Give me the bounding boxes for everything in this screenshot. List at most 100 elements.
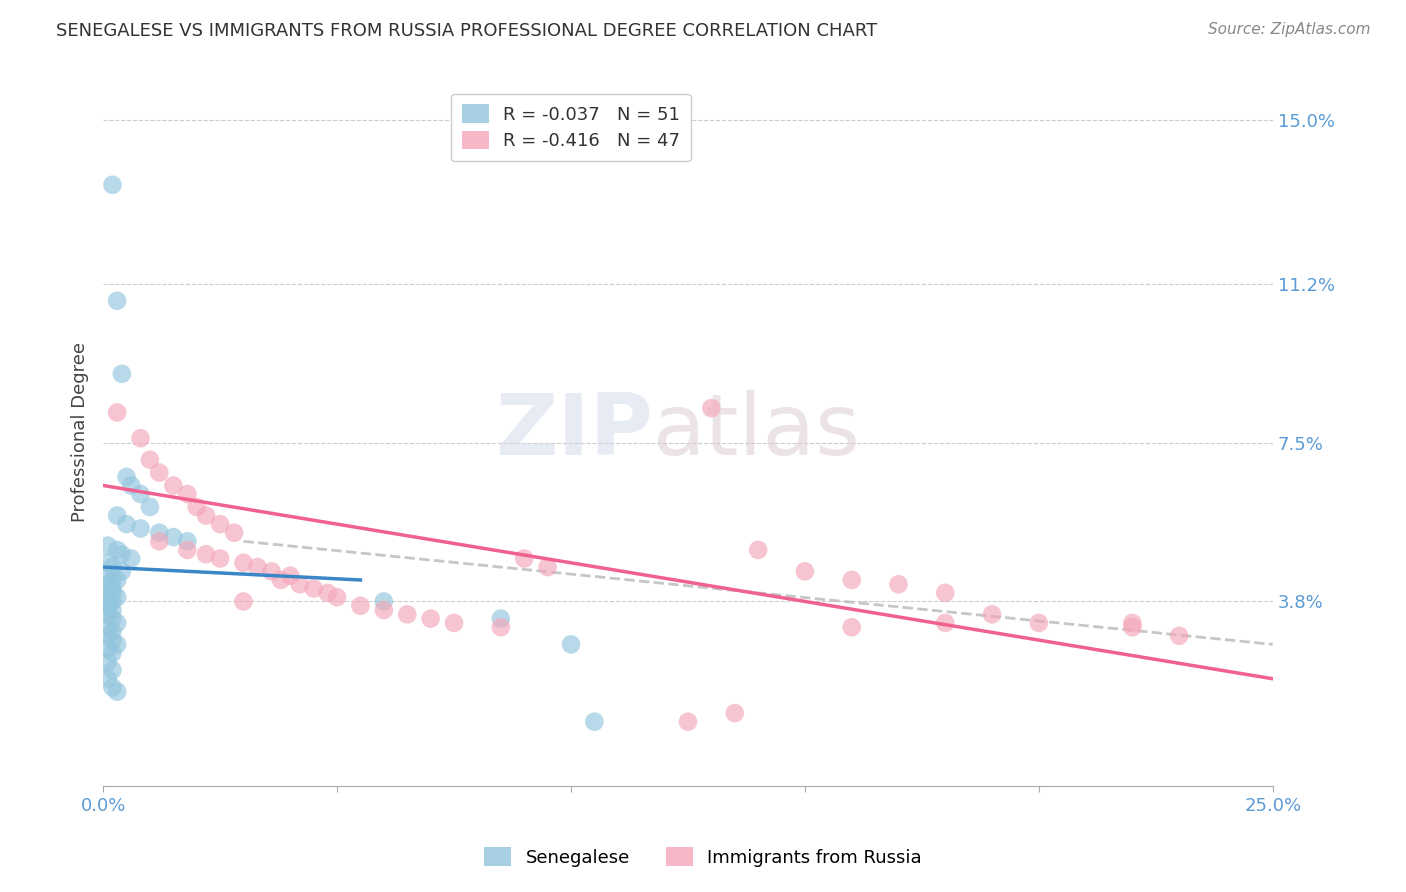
Point: [105, 615, 128, 630]
Point: [129, 487, 152, 501]
Point: [105, 508, 128, 523]
Point: [232, 556, 254, 570]
Point: [148, 466, 170, 480]
Point: [841, 620, 863, 634]
Point: [841, 573, 863, 587]
Point: [148, 534, 170, 549]
Text: Source: ZipAtlas.com: Source: ZipAtlas.com: [1208, 22, 1371, 37]
Point: [747, 542, 769, 557]
Point: [97, 594, 120, 608]
Point: [97, 599, 120, 613]
Point: [195, 547, 218, 561]
Point: [97, 629, 120, 643]
Point: [209, 551, 232, 566]
Point: [101, 646, 124, 660]
Point: [186, 500, 208, 514]
Point: [105, 542, 128, 557]
Point: [97, 577, 120, 591]
Point: [349, 599, 371, 613]
Point: [101, 663, 124, 677]
Point: [101, 624, 124, 639]
Point: [111, 367, 134, 381]
Point: [224, 525, 246, 540]
Point: [560, 637, 582, 651]
Point: [162, 530, 184, 544]
Point: [105, 590, 128, 604]
Y-axis label: Professional Degree: Professional Degree: [72, 342, 89, 522]
Point: [1121, 615, 1143, 630]
Point: [105, 405, 128, 419]
Point: [139, 500, 162, 514]
Point: [1121, 620, 1143, 634]
Point: [278, 568, 301, 582]
Point: [97, 568, 120, 582]
Text: atlas: atlas: [652, 391, 860, 474]
Point: [676, 714, 699, 729]
Point: [97, 655, 120, 669]
Point: [101, 594, 124, 608]
Point: [176, 487, 198, 501]
Point: [101, 612, 124, 626]
Point: [97, 586, 120, 600]
Point: [115, 470, 138, 484]
Point: [246, 560, 269, 574]
Point: [373, 594, 395, 608]
Point: [302, 582, 325, 596]
Point: [101, 573, 124, 587]
Point: [101, 633, 124, 648]
Point: [934, 586, 956, 600]
Point: [115, 517, 138, 532]
Point: [97, 641, 120, 656]
Point: [536, 560, 558, 574]
Point: [887, 577, 910, 591]
Point: [111, 547, 134, 561]
Point: [111, 565, 134, 579]
Point: [793, 565, 815, 579]
Point: [1168, 629, 1191, 643]
Point: [176, 542, 198, 557]
Point: [934, 615, 956, 630]
Point: [129, 431, 152, 445]
Point: [724, 706, 747, 720]
Point: [101, 681, 124, 695]
Point: [489, 612, 512, 626]
Point: [396, 607, 419, 622]
Point: [105, 684, 128, 698]
Point: [101, 586, 124, 600]
Point: [105, 573, 128, 587]
Point: [260, 565, 283, 579]
Point: [176, 534, 198, 549]
Text: SENEGALESE VS IMMIGRANTS FROM RUSSIA PROFESSIONAL DEGREE CORRELATION CHART: SENEGALESE VS IMMIGRANTS FROM RUSSIA PRO…: [56, 22, 877, 40]
Point: [209, 517, 232, 532]
Point: [700, 401, 723, 416]
Point: [195, 508, 218, 523]
Point: [101, 560, 124, 574]
Point: [326, 590, 349, 604]
Point: [97, 607, 120, 622]
Point: [101, 178, 124, 192]
Point: [288, 577, 311, 591]
Point: [316, 586, 339, 600]
Point: [129, 521, 152, 535]
Point: [162, 478, 184, 492]
Text: ZIP: ZIP: [495, 391, 652, 474]
Point: [139, 452, 162, 467]
Point: [583, 714, 606, 729]
Point: [489, 620, 512, 634]
Point: [97, 556, 120, 570]
Point: [419, 612, 441, 626]
Point: [101, 603, 124, 617]
Point: [105, 637, 128, 651]
Point: [120, 551, 142, 566]
Point: [1028, 615, 1050, 630]
Point: [232, 594, 254, 608]
Point: [270, 573, 292, 587]
Point: [443, 615, 465, 630]
Point: [101, 582, 124, 596]
Point: [105, 293, 128, 308]
Point: [97, 620, 120, 634]
Point: [513, 551, 536, 566]
Legend: R = -0.037   N = 51, R = -0.416   N = 47: R = -0.037 N = 51, R = -0.416 N = 47: [451, 94, 692, 161]
Point: [373, 603, 395, 617]
Legend: Senegalese, Immigrants from Russia: Senegalese, Immigrants from Russia: [477, 840, 929, 874]
